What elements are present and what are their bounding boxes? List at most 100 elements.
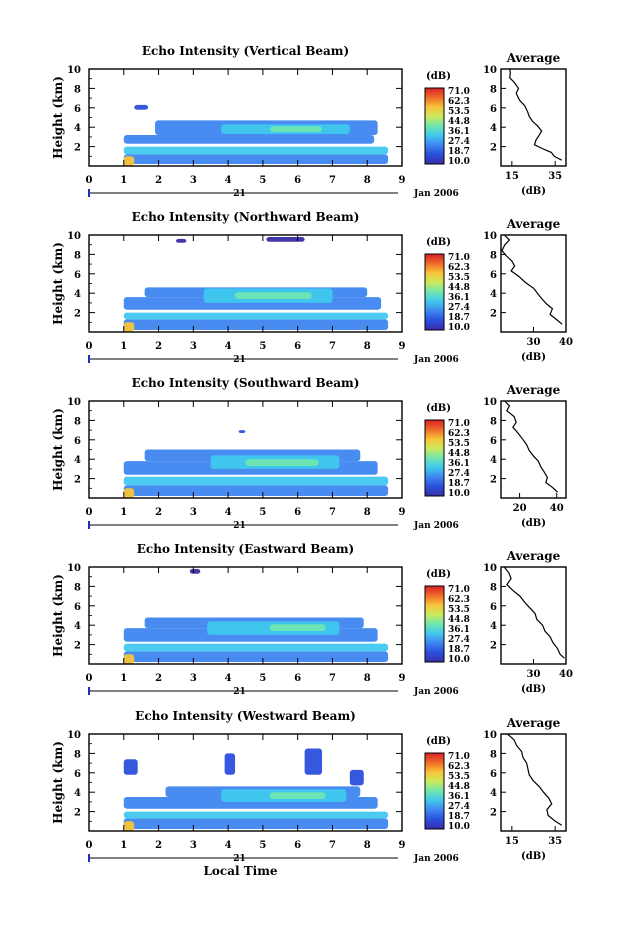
- heat-cell: [123, 322, 135, 332]
- y-axis-label: Height (km): [51, 76, 65, 159]
- heat-cell: [123, 476, 389, 486]
- x-tick-label: 2: [155, 341, 162, 352]
- heat-cell: [123, 759, 138, 775]
- x-tick-label: 3: [190, 840, 197, 851]
- x-tick-label: 7: [329, 673, 336, 684]
- x-tick-label: 1: [120, 840, 127, 851]
- profile-frame: [500, 400, 567, 499]
- y-tick-label: 2: [74, 808, 81, 819]
- profile-y-tick-label: 6: [490, 270, 497, 281]
- profile-x-tick-label: 35: [548, 836, 562, 847]
- heat-cell: [123, 654, 135, 664]
- profile-y-tick-label: 2: [490, 641, 497, 652]
- x-tick-label: 9: [399, 507, 406, 518]
- heat-cell: [269, 126, 323, 133]
- x-tick-label: 2: [155, 507, 162, 518]
- y-tick-label: 10: [67, 730, 81, 741]
- x-tick-label: 0: [86, 840, 93, 851]
- profile-x-label: (dB): [521, 851, 546, 862]
- x-tick-label: 4: [225, 673, 232, 684]
- colorbar-tick-label: 10.0: [448, 489, 470, 499]
- panel-title: Echo Intensity (Vertical Beam): [142, 44, 349, 58]
- colorbar-tick-label: 36.1: [448, 792, 470, 802]
- colorbar-tick-label: 71.0: [448, 585, 470, 595]
- panel-2: Echo Intensity (Southward Beam)246810Hei…: [51, 376, 567, 531]
- y-axis-label: Height (km): [51, 242, 65, 325]
- profile-x-label: (dB): [521, 186, 546, 197]
- x-tick-label: 1: [120, 507, 127, 518]
- colorbar-tick-label: 71.0: [448, 253, 470, 263]
- profile-x-label: (dB): [521, 684, 546, 695]
- colorbar-unit: (dB): [426, 403, 451, 414]
- colorbar-tick-label: 18.7: [448, 645, 470, 655]
- panel-0: Echo Intensity (Vertical Beam)246810Heig…: [51, 44, 567, 199]
- profile-y-tick-label: 10: [483, 397, 497, 408]
- x-tick-label: 0: [86, 507, 93, 518]
- colorbar-tick-label: 36.1: [448, 127, 470, 137]
- profile-title: Average: [506, 716, 561, 730]
- colorbar-tick-label: 53.5: [448, 273, 470, 283]
- colorbar: [424, 87, 445, 165]
- profile-x-tick-label: 30: [527, 669, 541, 680]
- colorbar-tick-label: 71.0: [448, 419, 470, 429]
- x-tick-label: 7: [329, 507, 336, 518]
- heat-cell: [189, 568, 201, 574]
- y-tick-label: 10: [67, 397, 81, 408]
- x-tick-label: 1: [120, 341, 127, 352]
- y-tick-label: 10: [67, 65, 81, 76]
- y-tick-label: 4: [74, 621, 81, 632]
- x-tick-label: 2: [155, 673, 162, 684]
- colorbar-tick-label: 44.8: [448, 117, 470, 127]
- profile-y-tick-label: 10: [483, 231, 497, 242]
- x-tick-label: 5: [259, 673, 266, 684]
- profile-line: [509, 68, 562, 161]
- x-tick-label: 5: [259, 175, 266, 186]
- profile-frame: [500, 733, 567, 832]
- colorbar-tick-label: 10.0: [448, 822, 470, 832]
- x-tick-label: 0: [86, 673, 93, 684]
- panel-title: Echo Intensity (Southward Beam): [132, 376, 360, 390]
- profile-y-tick-label: 8: [490, 749, 497, 760]
- profile-y-tick-label: 2: [490, 808, 497, 819]
- x-tick-label: 6: [294, 175, 301, 186]
- x-tick-label: 1: [120, 673, 127, 684]
- x-tick-label: 0: [86, 341, 93, 352]
- profile-frame: [500, 234, 567, 333]
- colorbar-tick-label: 71.0: [448, 87, 470, 97]
- y-tick-label: 2: [74, 309, 81, 320]
- profile-x-tick-label: 40: [559, 337, 573, 348]
- x-tick-label: 8: [364, 507, 371, 518]
- heat-cell: [123, 134, 375, 144]
- profile-line: [503, 566, 565, 659]
- y-tick-label: 2: [74, 641, 81, 652]
- x-tick-label: 8: [364, 175, 371, 186]
- heat-cell: [123, 319, 389, 331]
- colorbar: [424, 752, 445, 830]
- x-tick-label: 7: [329, 341, 336, 352]
- profile-x-label: (dB): [521, 518, 546, 529]
- y-tick-label: 4: [74, 788, 81, 799]
- heat-cell: [123, 154, 389, 165]
- profile-line: [504, 400, 559, 493]
- heat-cell: [123, 818, 389, 830]
- colorbar-tick-label: 62.3: [448, 762, 470, 772]
- y-tick-label: 8: [74, 250, 81, 261]
- y-tick-label: 6: [74, 104, 81, 115]
- x-tick-label: 1: [120, 175, 127, 186]
- profile-y-tick-label: 4: [490, 621, 497, 632]
- profile-y-tick-label: 4: [490, 123, 497, 134]
- x-tick-label: 5: [259, 507, 266, 518]
- heat-cell: [266, 236, 305, 242]
- x-tick-label: 2: [155, 840, 162, 851]
- x-tick-label: 4: [225, 175, 232, 186]
- colorbar-tick-label: 44.8: [448, 449, 470, 459]
- heat-cell: [123, 811, 389, 819]
- panel-title: Echo Intensity (Westward Beam): [135, 709, 356, 723]
- colorbar-tick-label: 27.4: [448, 802, 470, 812]
- x-tick-label: 4: [225, 507, 232, 518]
- heat-cell: [349, 769, 364, 786]
- profile-title: Average: [506, 51, 561, 65]
- x-tick-label: 7: [329, 175, 336, 186]
- date-month: Jan 2006: [413, 687, 459, 697]
